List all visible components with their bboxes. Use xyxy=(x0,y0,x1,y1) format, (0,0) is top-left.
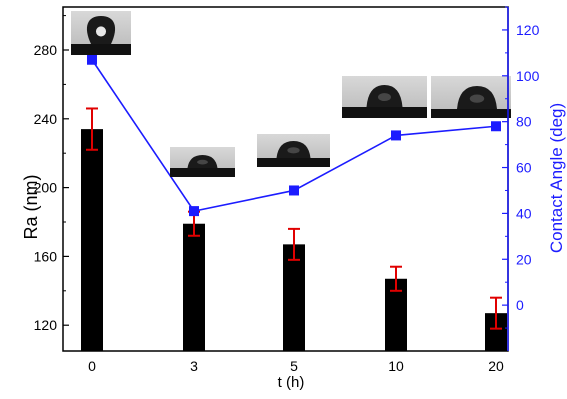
x-tick-label: 0 xyxy=(88,358,96,374)
x-tick-label: 10 xyxy=(388,358,404,374)
droplet-0h xyxy=(71,11,131,55)
contact-angle-point xyxy=(491,121,501,131)
bar xyxy=(183,224,205,351)
y-tick-label-right: 80 xyxy=(516,114,532,130)
droplet-10h xyxy=(342,76,427,118)
y-axis-label-right: Contact Angle (deg) xyxy=(547,103,566,253)
y-tick-label-left: 120 xyxy=(34,317,58,333)
droplet-insets xyxy=(71,11,511,177)
droplet-5h xyxy=(257,134,330,167)
y-tick-label-right: 60 xyxy=(516,160,532,176)
y-tick-label-right: 120 xyxy=(516,22,540,38)
x-tick-label: 3 xyxy=(190,358,198,374)
droplet-3h xyxy=(170,147,235,177)
contact-angle-point xyxy=(87,55,97,65)
contact-angle-point xyxy=(391,130,401,140)
y-tick-label-left: 160 xyxy=(34,248,58,264)
droplet-20h xyxy=(431,76,511,118)
bar xyxy=(81,129,103,351)
x-tick-label: 20 xyxy=(488,358,504,374)
y-tick-label-left: 240 xyxy=(34,111,58,127)
y-tick-label-right: 40 xyxy=(516,205,532,221)
contact-angle-point xyxy=(289,185,299,195)
y-tick-label-left: 280 xyxy=(34,42,58,58)
y-axis-label-left: Ra (nm) xyxy=(21,174,41,239)
x-tick-label: 5 xyxy=(290,358,298,374)
x-axis-label: t (h) xyxy=(278,374,305,391)
y-tick-label-right: 0 xyxy=(516,297,524,313)
contact-angle-point xyxy=(189,206,199,216)
y-tick-label-right: 20 xyxy=(516,251,532,267)
y-tick-label-right: 100 xyxy=(516,68,540,84)
